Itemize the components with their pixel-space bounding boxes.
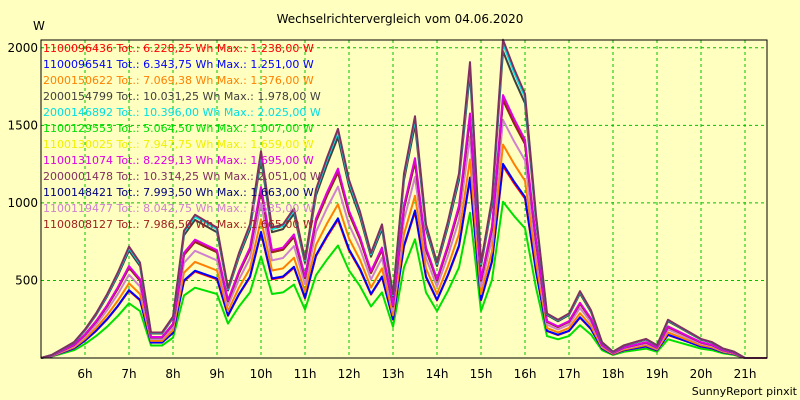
x-tick-label: 20h — [690, 367, 713, 381]
x-tick-label: 6h — [77, 367, 92, 381]
plot-area-frame — [40, 39, 768, 359]
legend-entry-7: 1100130025 Tot.: 7.947,75 Wh Max.: 1.659… — [43, 138, 314, 151]
x-tick-label: 21h — [734, 367, 757, 381]
legend-entry-11: 1100119477 Tot.: 8.042,75 Wh Max.: 1.535… — [43, 202, 314, 215]
legend-entry-3: 2000150622 Tot.: 7.069,38 Wh Max.: 1.376… — [43, 74, 314, 87]
legend-entry-9: 2000001478 Tot.: 10.314,25 Wh Max.: 2.05… — [43, 170, 321, 183]
x-tick-label: 14h — [426, 367, 449, 381]
x-tick-label: 8h — [165, 367, 180, 381]
chart-title: Wechselrichtervergleich vom 04.06.2020 — [277, 12, 524, 26]
x-tick-label: 19h — [646, 367, 669, 381]
legend-entry-5: 2000146892 Tot.: 10.396,00 Wh Max.: 2.02… — [43, 106, 321, 119]
x-tick-label: 16h — [514, 367, 537, 381]
legend-entry-10: 1100148421 Tot.: 7.993,50 Wh Max.: 1.663… — [43, 186, 314, 199]
series-lines — [40, 38, 767, 359]
y-tick-label: 2000 — [7, 41, 38, 55]
x-tick-label: 7h — [121, 367, 136, 381]
x-tick-label: 17h — [558, 367, 581, 381]
legend: 1100096436 Tot.: 6.228,25 Wh Max.: 1.238… — [43, 42, 321, 231]
legend-entry-6: 1100129553 Tot.: 5.064,50 Wh Max.: 1.007… — [43, 122, 314, 135]
legend-entry-12: 1100808127 Tot.: 7.986,50 Wh Max.: 1.665… — [43, 218, 314, 231]
series-line-9 — [40, 38, 767, 359]
y-tick-label: 1500 — [7, 118, 38, 132]
legend-entry-8: 1100131074 Tot.: 8.229,13 Wh Max.: 1.695… — [43, 154, 314, 167]
series-line-8 — [40, 94, 767, 359]
legend-entry-4: 2000154799 Tot.: 10.031,25 Wh Max.: 1.97… — [43, 90, 321, 103]
legend-entry-2: 1100096541 Tot.: 6.343,75 Wh Max.: 1.251… — [43, 58, 314, 71]
y-tick-label: 500 — [15, 273, 38, 287]
x-tick-label: 9h — [209, 367, 224, 381]
legend-entry-1: 1100096436 Tot.: 6.228,25 Wh Max.: 1.238… — [43, 42, 314, 55]
series-line-3 — [40, 143, 767, 359]
x-tick-label: 10h — [250, 367, 273, 381]
y-tick-label: 1000 — [7, 196, 38, 210]
x-tick-label: 13h — [382, 367, 405, 381]
axis-tick-labels: 6h 7h 8h 9h 10h 11h 12h 13h 14h 15h 16h 17h 18h 19h 20… — [7, 41, 756, 381]
x-tick-label: 12h — [338, 367, 361, 381]
footer-credit: SunnyReport pinxit — [692, 385, 798, 398]
grid-lines — [41, 40, 767, 358]
x-tick-label: 15h — [470, 367, 493, 381]
series-line-2 — [40, 162, 767, 359]
x-tick-label: 18h — [602, 367, 625, 381]
x-tick-label: 11h — [294, 367, 317, 381]
series-line-6 — [40, 200, 767, 359]
y-axis-label: W — [33, 19, 45, 33]
